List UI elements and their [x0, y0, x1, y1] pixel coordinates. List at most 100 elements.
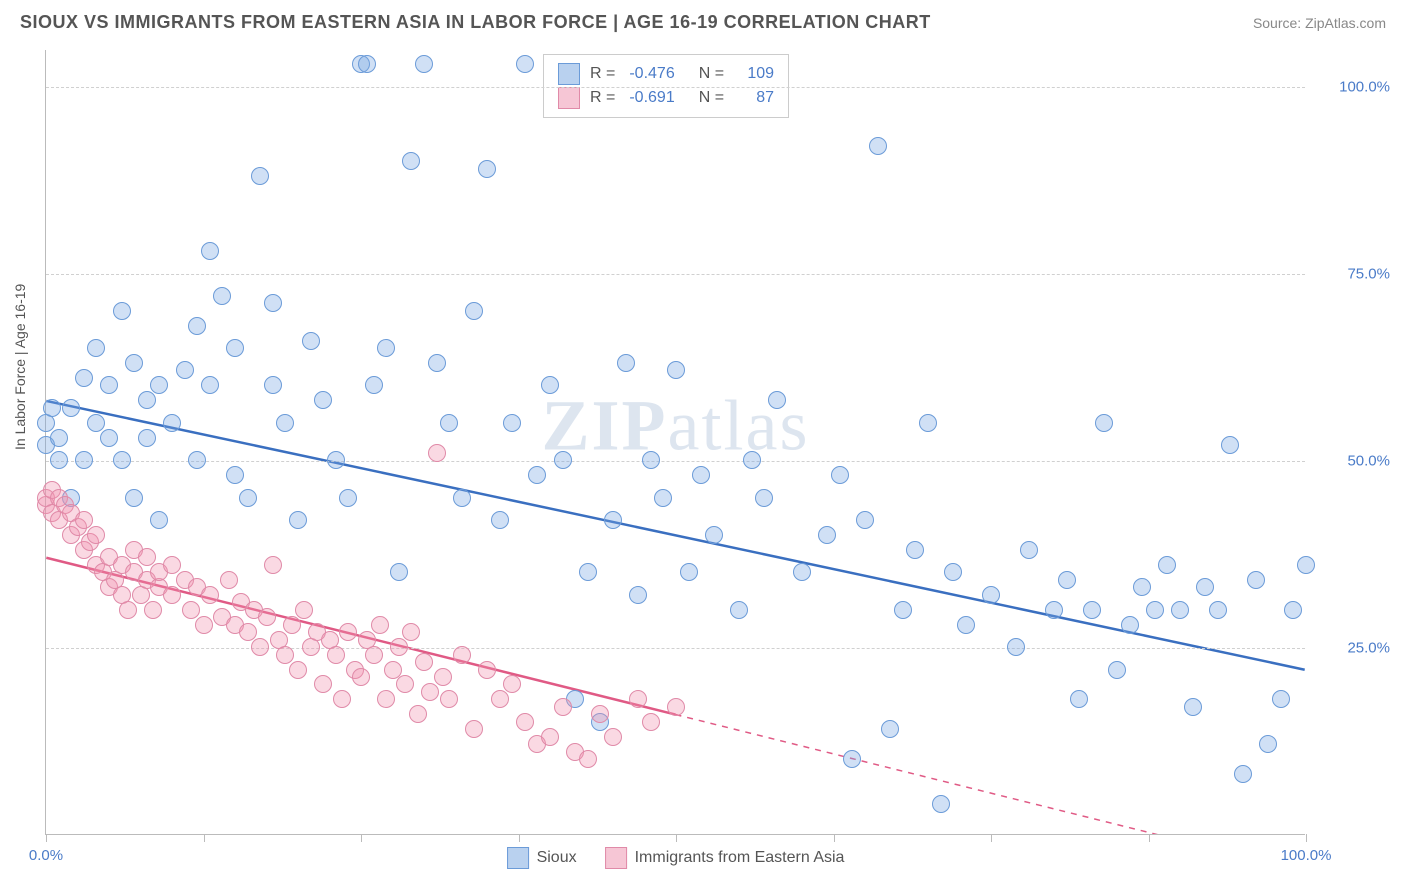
stat-r-label: R = [590, 65, 615, 83]
gridline [46, 461, 1305, 462]
data-point [276, 414, 294, 432]
x-tick-label: 100.0% [1281, 847, 1332, 864]
data-point [396, 675, 414, 693]
y-tick-label: 50.0% [1347, 453, 1390, 470]
trend-lines-layer [46, 50, 1305, 834]
data-point [1234, 765, 1252, 783]
data-point [982, 586, 1000, 604]
data-point [1070, 690, 1088, 708]
data-point [358, 55, 376, 73]
data-point [692, 466, 710, 484]
data-point [1146, 601, 1164, 619]
data-point [642, 451, 660, 469]
legend-item: Immigrants from Eastern Asia [605, 847, 845, 869]
data-point [831, 466, 849, 484]
data-point [554, 698, 572, 716]
data-point [75, 451, 93, 469]
data-point [1297, 556, 1315, 574]
data-point [591, 705, 609, 723]
data-point [314, 675, 332, 693]
data-point [528, 466, 546, 484]
data-point [516, 713, 534, 731]
data-point [894, 601, 912, 619]
data-point [793, 563, 811, 581]
data-point [289, 661, 307, 679]
data-point [302, 332, 320, 350]
data-point [478, 661, 496, 679]
data-point [1272, 690, 1290, 708]
data-point [251, 167, 269, 185]
data-point [220, 571, 238, 589]
data-point [163, 586, 181, 604]
data-point [1007, 638, 1025, 656]
data-point [390, 563, 408, 581]
data-point [654, 489, 672, 507]
data-point [195, 616, 213, 634]
data-point [465, 302, 483, 320]
data-point [604, 728, 622, 746]
data-point [144, 601, 162, 619]
data-point [289, 511, 307, 529]
data-point [100, 376, 118, 394]
data-point [453, 646, 471, 664]
x-tick [991, 834, 992, 842]
data-point [87, 339, 105, 357]
y-tick-label: 25.0% [1347, 640, 1390, 657]
data-point [440, 690, 458, 708]
data-point [932, 795, 950, 813]
data-point [1171, 601, 1189, 619]
chart-header: SIOUX VS IMMIGRANTS FROM EASTERN ASIA IN… [0, 0, 1406, 41]
data-point [402, 623, 420, 641]
data-point [113, 451, 131, 469]
data-point [421, 683, 439, 701]
data-point [138, 391, 156, 409]
correlation-stats-box: R =-0.476N =109R =-0.691N =87 [543, 54, 789, 118]
data-point [201, 586, 219, 604]
data-point [283, 616, 301, 634]
legend-item: Sioux [507, 847, 577, 869]
data-point [119, 601, 137, 619]
data-point [138, 429, 156, 447]
x-tick [204, 834, 205, 842]
data-point [365, 646, 383, 664]
stat-row: R =-0.476N =109 [558, 63, 774, 85]
data-point [339, 489, 357, 507]
data-point [264, 556, 282, 574]
x-tick [834, 834, 835, 842]
data-point [239, 623, 257, 641]
data-point [478, 160, 496, 178]
data-point [213, 287, 231, 305]
data-point [491, 690, 509, 708]
data-point [768, 391, 786, 409]
stat-r-label: R = [590, 89, 615, 107]
data-point [906, 541, 924, 559]
data-point [705, 526, 723, 544]
gridline [46, 274, 1305, 275]
data-point [428, 444, 446, 462]
data-point [667, 361, 685, 379]
legend-label: Sioux [537, 849, 577, 867]
legend-label: Immigrants from Eastern Asia [635, 849, 845, 867]
stat-r-value: -0.691 [629, 89, 674, 107]
data-point [339, 623, 357, 641]
x-tick [1306, 834, 1307, 842]
data-point [944, 563, 962, 581]
data-point [1259, 735, 1277, 753]
data-point [755, 489, 773, 507]
data-point [62, 399, 80, 417]
data-point [516, 55, 534, 73]
data-point [843, 750, 861, 768]
data-point [150, 376, 168, 394]
data-point [957, 616, 975, 634]
data-point [188, 317, 206, 335]
data-point [264, 294, 282, 312]
data-point [434, 668, 452, 686]
data-point [1158, 556, 1176, 574]
data-point [1247, 571, 1265, 589]
series-swatch [558, 63, 580, 85]
series-swatch [558, 87, 580, 109]
data-point [541, 728, 559, 746]
data-point [87, 526, 105, 544]
data-point [314, 391, 332, 409]
data-point [1196, 578, 1214, 596]
